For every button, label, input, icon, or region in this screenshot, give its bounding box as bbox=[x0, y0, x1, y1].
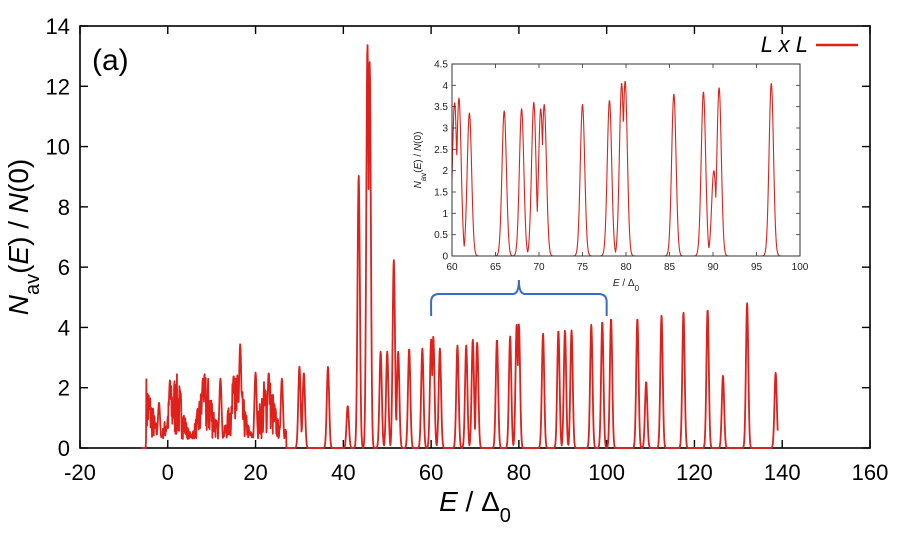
inset-y-tick-label: 3.5 bbox=[434, 102, 448, 113]
x-tick-label: 60 bbox=[419, 460, 443, 485]
inset-x-axis-title: E / Δ0 bbox=[613, 278, 640, 293]
x-tick-label: 140 bbox=[764, 460, 801, 485]
inset-y-axis-title: Nav(E) / N(0) bbox=[413, 132, 428, 189]
panel-label: (a) bbox=[92, 44, 129, 77]
inset-x-tick-label: 80 bbox=[620, 262, 632, 273]
y-tick-label: 0 bbox=[58, 436, 70, 461]
y-tick-label: 10 bbox=[46, 135, 70, 160]
x-tick-label: 80 bbox=[507, 460, 531, 485]
y-tick-label: 4 bbox=[58, 315, 70, 340]
inset-x-tick-label: 100 bbox=[792, 262, 809, 273]
x-tick-label: 0 bbox=[162, 460, 174, 485]
inset-x-tick-label: 65 bbox=[490, 262, 502, 273]
inset-tick-labels: 60 65 70 75 80 85 90 95 100 0 0.5 1 1.5 2 2.5 3 3.5 4 4.5 bbox=[434, 60, 809, 274]
inset-ticks bbox=[451, 63, 801, 257]
series-line bbox=[140, 44, 779, 449]
inset-y-tick-label: 4 bbox=[442, 81, 448, 92]
x-tick-label: 160 bbox=[852, 460, 889, 485]
inset-x-tick-label: 75 bbox=[577, 262, 589, 273]
inset-x-tick-label: 90 bbox=[707, 262, 719, 273]
legend: L x L bbox=[761, 32, 858, 57]
y-tick-label: 12 bbox=[46, 74, 70, 99]
main-series bbox=[140, 44, 779, 449]
x-tick-label: -20 bbox=[64, 460, 96, 485]
x-axis-title: E / Δ0 bbox=[439, 486, 511, 527]
inset-y-tick-label: 4.5 bbox=[434, 60, 448, 71]
main-plot-frame bbox=[79, 25, 871, 449]
zoom-bracket bbox=[430, 279, 608, 316]
legend-label: L x L bbox=[761, 32, 808, 57]
y-axis-title: Nav(E) / N(0) bbox=[3, 159, 44, 316]
y-tick-label: 8 bbox=[58, 195, 70, 220]
x-tick-label: 40 bbox=[331, 460, 355, 485]
y-tick-label: 2 bbox=[58, 376, 70, 401]
inset-y-tick-label: 2.5 bbox=[434, 145, 448, 156]
main-ticks bbox=[79, 25, 871, 449]
inset-y-tick-label: 3 bbox=[442, 124, 448, 135]
inset-x-tick-label: 70 bbox=[533, 262, 545, 273]
inset-y-tick-label: 1.5 bbox=[434, 188, 448, 199]
x-tick-label: 20 bbox=[243, 460, 267, 485]
inset-y-tick-label: 2 bbox=[442, 166, 448, 177]
y-tick-label: 14 bbox=[46, 14, 70, 39]
inset-y-tick-label: 0 bbox=[442, 252, 448, 263]
y-tick-label: 6 bbox=[58, 255, 70, 280]
x-tick-label: 120 bbox=[676, 460, 713, 485]
inset-x-tick-label: 95 bbox=[751, 262, 763, 273]
inset-plot: 60 65 70 75 80 85 90 95 10000.511.522.533.544.5 … bbox=[413, 60, 809, 293]
inset-x-tick-label: 60 bbox=[446, 262, 458, 273]
inset-y-tick-label: 0.5 bbox=[434, 230, 448, 241]
inset-y-tick-label: 1 bbox=[442, 209, 448, 220]
inset-x-tick-label: 85 bbox=[664, 262, 676, 273]
x-tick-label: 100 bbox=[588, 460, 625, 485]
